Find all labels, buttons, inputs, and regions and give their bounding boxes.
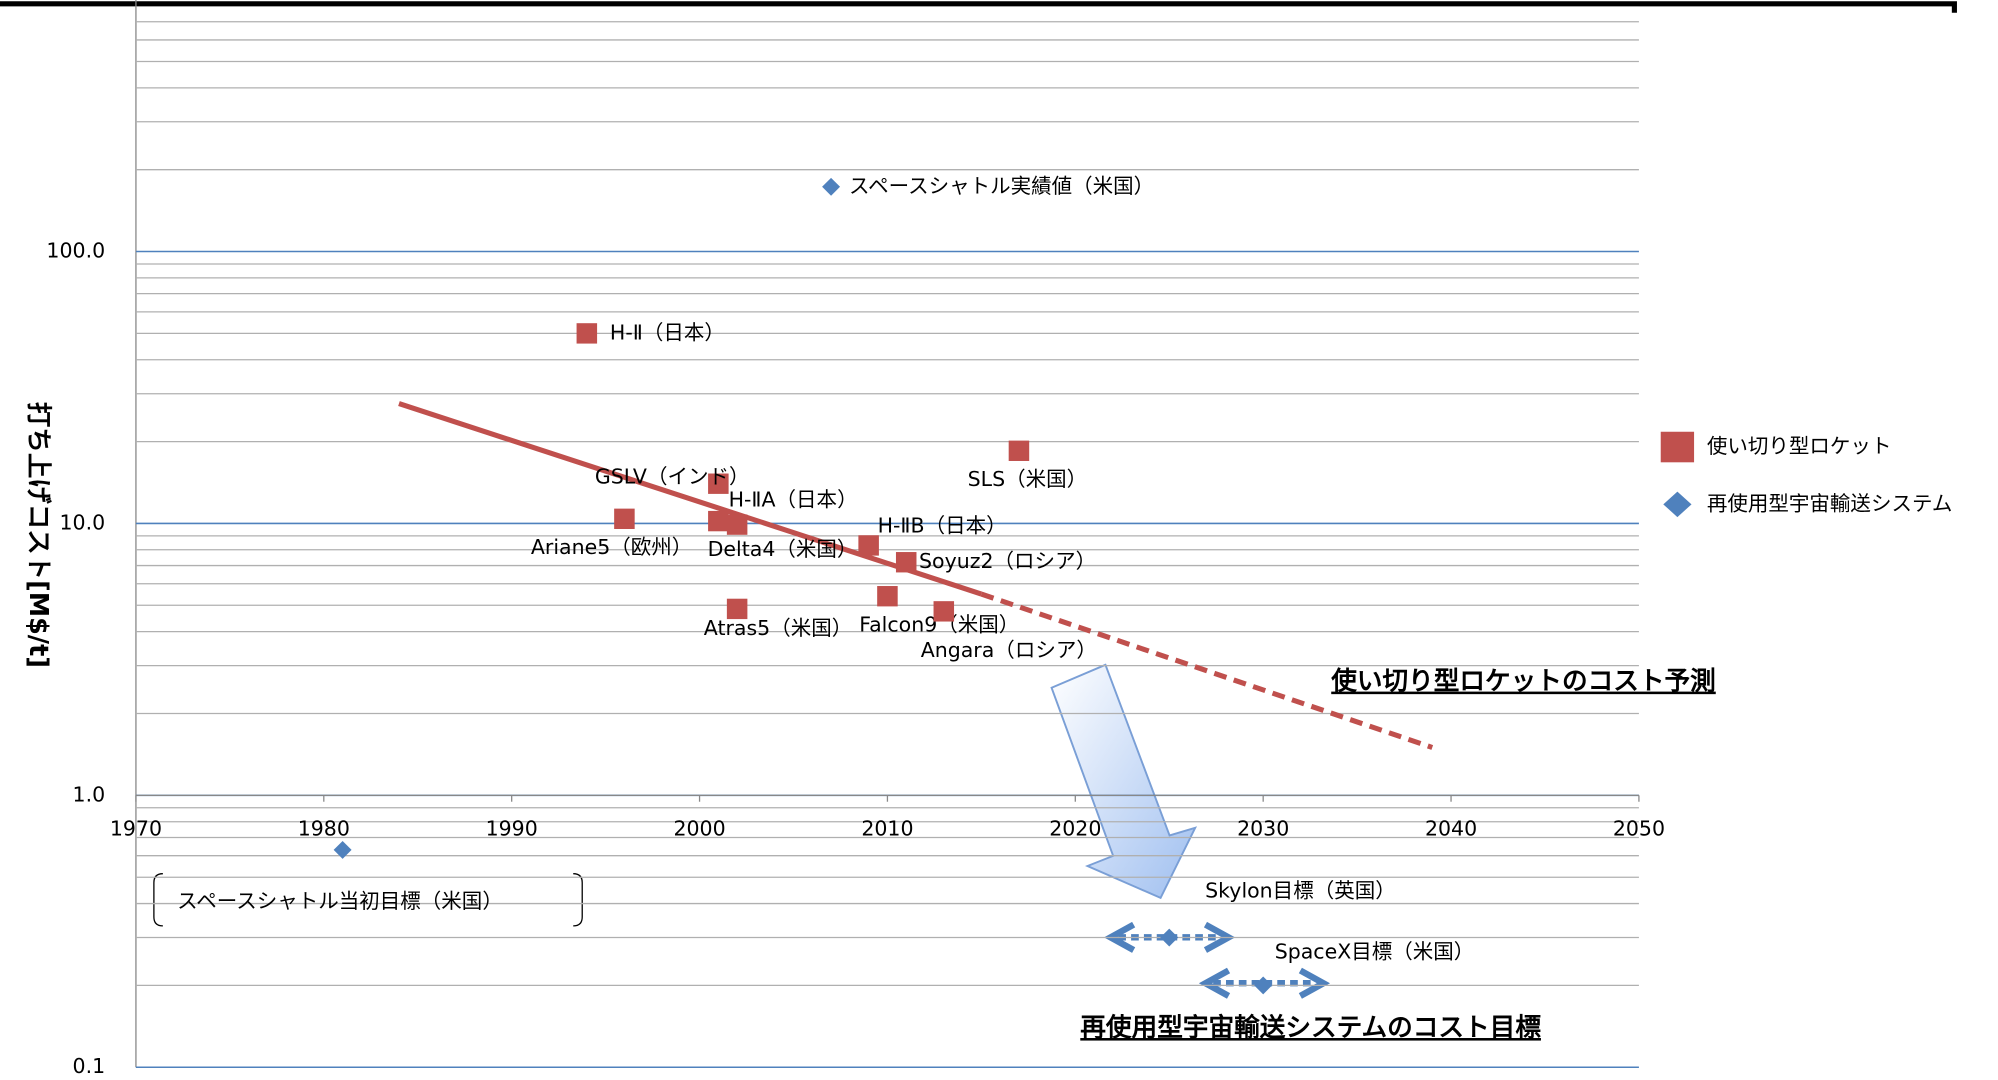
point-label: スペースシャトル実績値（米国） (849, 174, 1154, 198)
x-tick-label: 2030 (1237, 817, 1289, 841)
legend-marker (1660, 431, 1695, 463)
x-tick-label: 2000 (673, 817, 725, 841)
legend-label: 使い切り型ロケット (1707, 434, 1892, 458)
point (1254, 976, 1273, 995)
big-arrow (1050, 663, 1198, 900)
legend-label: 再使用型宇宙輸送システム (1707, 491, 1952, 515)
x-tick-label: 1980 (298, 817, 350, 841)
point-label: H-ⅡA（日本） (729, 488, 858, 512)
y-tick-label: 0.1 (73, 1054, 106, 1078)
point (726, 514, 748, 535)
x-tick-label: 2050 (1613, 817, 1665, 841)
annotation: 使い切り型ロケットのコスト予測 (1330, 667, 1716, 697)
point-label: GSLV（インド） (595, 464, 750, 488)
plot-area (135, 6, 1639, 1069)
x-tick-label: 1990 (486, 817, 538, 841)
point (333, 841, 352, 859)
point (822, 177, 841, 196)
point-label: Angara（ロシア） (921, 638, 1097, 662)
y-tick-label: 100.0 (46, 239, 105, 263)
trend-line (980, 591, 1434, 750)
annotation: 再使用型宇宙輸送システムのコスト目標 (1080, 1013, 1541, 1043)
x-tick-label: 2040 (1425, 817, 1477, 841)
x-tick-label: 2020 (1049, 817, 1101, 841)
point (708, 510, 729, 532)
point (877, 586, 898, 607)
point (1160, 928, 1179, 947)
point-label: H-ⅡB（日本） (878, 513, 1007, 537)
point-label: H-Ⅱ（日本） (610, 320, 725, 344)
y-tick-label: 10.0 (59, 510, 105, 534)
bracket (153, 873, 583, 927)
point (708, 473, 729, 494)
legend-marker (1663, 491, 1692, 518)
x-tick-label: 2010 (861, 817, 913, 841)
y-tick-label: 1.0 (73, 782, 106, 806)
point-label: Falcon9（米国） (859, 613, 1019, 637)
point (1008, 440, 1030, 461)
point-label: Delta4（米国） (708, 537, 858, 561)
point-label: Ariane5（欧州） (531, 535, 692, 559)
y-axis-label: 打ち上げコスト[M$/t] (23, 402, 53, 668)
point (614, 508, 635, 530)
point-label: Soyuz2（ロシア） (919, 549, 1096, 573)
point-label: Skylon目標（英国） (1205, 879, 1396, 903)
point (576, 323, 598, 344)
frame (0, 1, 1957, 13)
point-label: Atras5（米国） (704, 616, 852, 640)
point-label: SLS（米国） (968, 467, 1088, 491)
point (895, 552, 917, 573)
point-label: SpaceX目標（米国） (1275, 939, 1475, 963)
point (726, 598, 748, 620)
trend-line (398, 401, 983, 597)
point-label: スペースシャトル当初目標（米国） (177, 889, 503, 913)
x-tick-label: 1970 (110, 817, 162, 841)
point (858, 535, 879, 556)
point (933, 601, 955, 622)
